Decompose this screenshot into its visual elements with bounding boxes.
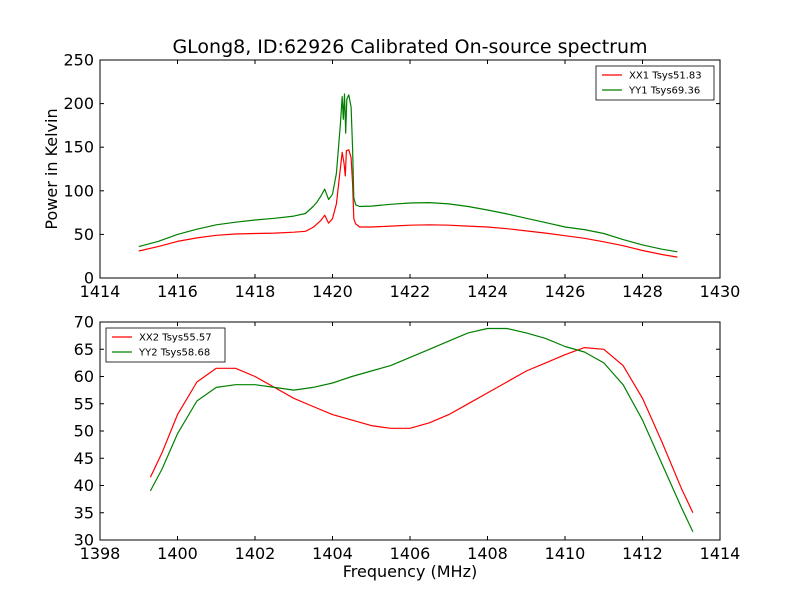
y-tick-label: 100 — [63, 181, 94, 200]
y-tick-label: 60 — [74, 367, 94, 386]
spectrum-panel-1: 1414 1416 1418 1420 1422 1424 1426 1428 1430 0 50 1… — [42, 51, 740, 302]
x-tick-label: 1426 — [545, 282, 586, 301]
spectrum-panel-2: 1398 1400 1402 1404 1406 1408 1410 1412 1414 30 35… — [74, 313, 741, 582]
x-axis-label: Frequency (MHz) — [343, 562, 477, 581]
series-line-2 — [149, 327, 694, 533]
x-tick-label: 1424 — [467, 282, 508, 301]
x-tick-label: 1414 — [80, 282, 121, 301]
legend-box — [595, 65, 715, 101]
x-tick-label: 1400 — [157, 544, 198, 563]
y-axis-label: Power in Kelvin — [42, 108, 61, 229]
y-tick-label: 150 — [63, 138, 94, 157]
x-tick-label: 1430 — [700, 282, 741, 301]
y-tick-label: 45 — [74, 449, 94, 468]
legend-label: XX1 Tsys51.83 — [629, 71, 702, 82]
x-tick-label: 1418 — [235, 282, 276, 301]
series-line-1 — [149, 347, 694, 514]
x-tick-label: 1398 — [80, 544, 121, 563]
y-tick-label: 0 — [84, 269, 94, 288]
y-tick-label: 50 — [74, 225, 94, 244]
legend-label: YY2 Tsys58.68 — [138, 348, 210, 359]
y-tick-label: 55 — [74, 394, 94, 413]
x-tick-label: 1420 — [312, 282, 353, 301]
y-tick-label: 200 — [63, 94, 94, 113]
y-tick-label: 250 — [63, 51, 94, 70]
legend-label: YY1 Tsys69.36 — [628, 86, 700, 97]
y-tick-label: 35 — [74, 503, 94, 522]
series-line-1 — [138, 149, 678, 258]
series-line-2 — [138, 93, 678, 253]
x-tick-label: 1402 — [235, 544, 276, 563]
x-tick-label: 1416 — [157, 282, 198, 301]
x-tick-label: 1404 — [312, 544, 353, 563]
x-tick-label: 1428 — [622, 282, 663, 301]
y-tick-label: 40 — [74, 476, 94, 495]
x-tick-label: 1410 — [545, 544, 586, 563]
y-tick-label: 70 — [74, 313, 94, 332]
x-tick-label: 1408 — [467, 544, 508, 563]
x-tick-label: 1412 — [622, 544, 663, 563]
legend: XX1 Tsys51.83 YY1 Tsys69.36 — [595, 65, 715, 101]
y-tick-label: 65 — [74, 340, 94, 359]
x-tick-label: 1422 — [390, 282, 431, 301]
legend-label: XX2 Tsys55.57 — [139, 333, 212, 344]
x-tick-label: 1406 — [390, 544, 431, 563]
y-tick-label: 50 — [74, 422, 94, 441]
chart-title: GLong8, ID:62926 Calibrated On-source sp… — [172, 36, 647, 58]
legend-box — [105, 327, 226, 363]
x-tick-label: 1414 — [700, 544, 741, 563]
y-tick-label: 30 — [74, 531, 94, 550]
legend: XX2 Tsys55.57 YY2 Tsys58.68 — [105, 327, 226, 363]
